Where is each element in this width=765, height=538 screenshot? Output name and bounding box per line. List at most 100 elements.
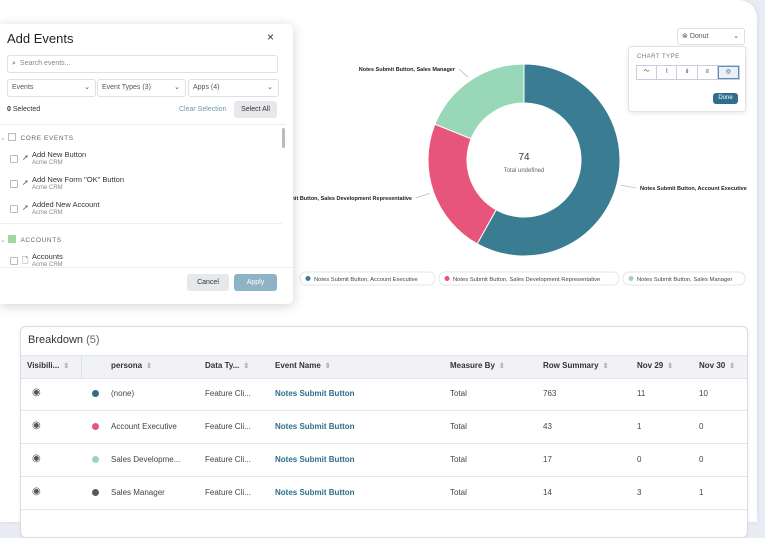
sort-icon: ⇕ [498, 363, 505, 370]
clear-selection[interactable]: Clear Selection [179, 106, 227, 113]
breakdown-count: (5) [86, 334, 100, 346]
group-label: ACCOUNTS [20, 237, 62, 244]
legend-item [299, 271, 436, 286]
nov-29-cell: 3 [637, 488, 642, 497]
legend-label: Notes Submit Button, Sales Development R… [453, 277, 600, 283]
sort-icon: ⇕ [243, 363, 250, 370]
row-summary-cell: 14 [543, 488, 552, 497]
filter-text: Event Types (3) [102, 84, 151, 91]
donut-segment [476, 63, 621, 257]
chevron: ⌄ [267, 84, 273, 91]
data-type-cell: Feature Cli... [205, 389, 251, 398]
col-divider [81, 355, 82, 379]
legend-item [622, 271, 746, 286]
group-label: CORE EVENTS [20, 135, 74, 142]
sort-icon: ⇕ [146, 363, 152, 370]
column-label: Visibili... [27, 361, 60, 370]
event-name-cell[interactable]: Notes Submit Button [275, 455, 355, 464]
measure-by-cell: Total [450, 488, 467, 497]
breakdown-label: Breakdown [28, 334, 84, 346]
event-name: Accounts [32, 252, 63, 261]
event-item[interactable]: 🗋 Accounts Acme CRM [10, 252, 280, 267]
table-row [21, 378, 747, 411]
chart-type-select[interactable]: ⊗ Donut ⌄ [677, 28, 745, 45]
persona-cell: Sales Manager [111, 488, 165, 497]
event-icon: 🗋 [22, 256, 29, 265]
type-hbar[interactable]: ≡ [698, 66, 718, 79]
event-name: Add New Button [32, 150, 87, 159]
type-line[interactable]: 〜 [637, 66, 658, 79]
filter-text: Apps (4) [193, 84, 220, 91]
event-name-cell[interactable]: Notes Submit Button [275, 389, 355, 398]
checkbox [10, 257, 18, 265]
type-bar[interactable]: ıl [677, 66, 698, 79]
add-events-modal: Add Events × ⌕ Search events... Events ⌄ Ev… [0, 24, 293, 304]
checkbox [10, 180, 18, 188]
column-label: Measure By [450, 361, 495, 370]
legend-item [438, 271, 620, 286]
done-button[interactable]: Done [713, 93, 738, 104]
filter-dropdown[interactable]: Event Types (3) ⌄ [97, 79, 186, 97]
event-item[interactable]: ➚ Add New Form "OK" Button Acme CRM [10, 175, 280, 199]
event-app: Acme CRM [32, 160, 63, 166]
event-app: Acme CRM [32, 185, 63, 191]
persona-dot [92, 390, 99, 397]
measure-by-cell: Total [450, 422, 467, 431]
filter-dropdown[interactable]: Apps (4) ⌄ [188, 79, 279, 97]
checkbox [10, 155, 18, 163]
type-area[interactable]: ⌇ [657, 66, 678, 79]
column-header[interactable]: Measure By ⇕ [450, 361, 505, 370]
leader-line [415, 193, 430, 199]
close-button[interactable]: × [267, 30, 275, 44]
visibility-toggle[interactable]: ◉ [32, 387, 41, 398]
column-header[interactable]: Row Summary ⇕ [543, 361, 608, 370]
visibility-toggle[interactable]: ◉ [32, 486, 41, 497]
event-name: Add New Form "OK" Button [32, 175, 125, 184]
legend-label: Notes Submit Button, Sales Manager [637, 277, 732, 283]
nov-30-cell: 0 [699, 422, 704, 431]
visibility-toggle[interactable]: ◉ [32, 420, 41, 431]
visibility-toggle[interactable]: ◉ [32, 453, 41, 464]
table-row [21, 411, 747, 444]
column-header[interactable]: Visibili... ⇕ [27, 361, 69, 370]
event-icon: ➚ [22, 178, 29, 187]
measure-by-cell: Total [450, 455, 467, 464]
group-header: ⌄ ACCOUNTS [0, 235, 62, 244]
persona-dot [92, 423, 99, 430]
divider [0, 223, 282, 224]
filter-dropdown[interactable]: Events ⌄ [7, 79, 96, 97]
type-donut[interactable]: ◎ [717, 66, 740, 79]
persona-cell: (none) [111, 389, 135, 398]
scrollbar [282, 128, 285, 148]
column-header[interactable]: Nov 30 ⇕ [699, 361, 735, 370]
filter-text: Events [12, 84, 34, 91]
data-type-cell: Feature Cli... [205, 422, 251, 431]
sort-icon: ⇕ [602, 363, 609, 370]
donut-chart: Notes Submit Button, Account Executive No… [263, 63, 747, 286]
event-app: Acme CRM [32, 262, 63, 267]
legend-label: Notes Submit Button, Account Executive [314, 277, 418, 283]
column-header[interactable]: persona ⇕ [111, 361, 152, 370]
event-name-cell[interactable]: Notes Submit Button [275, 488, 355, 497]
nov-29-cell: 0 [637, 455, 642, 464]
event-item[interactable]: ➚ Add New Button Acme CRM [10, 150, 280, 174]
event-item[interactable]: ➚ Added New Account Acme CRM [10, 200, 280, 224]
selected-label: Selected [12, 106, 41, 113]
select-text: Donut [689, 33, 709, 40]
cancel-button[interactable]: Cancel [187, 274, 229, 291]
column-label: Event Name [275, 361, 321, 370]
search-box[interactable]: ⌕ Search events... [7, 55, 278, 73]
event-name-cell[interactable]: Notes Submit Button [275, 422, 355, 431]
chart-type-panel: CHART TYPE 〜 ⌇ ıl ≡ ◎ Done [628, 46, 746, 112]
segment-label: Notes Submit Button, Sales Development R… [263, 196, 412, 202]
column-header[interactable]: Data Ty... ⇕ [205, 361, 249, 370]
segment-label: Notes Submit Button, Account Executive [640, 186, 747, 192]
modal-title: Add Events [7, 31, 74, 46]
column-header[interactable]: Nov 29 ⇕ [637, 361, 673, 370]
apply-button[interactable]: Apply [234, 274, 277, 291]
event-app: Acme CRM [32, 210, 63, 216]
event-name: Added New Account [32, 200, 100, 209]
column-header[interactable]: Event Name ⇕ [275, 361, 331, 370]
select-all[interactable]: Select All [234, 101, 277, 118]
